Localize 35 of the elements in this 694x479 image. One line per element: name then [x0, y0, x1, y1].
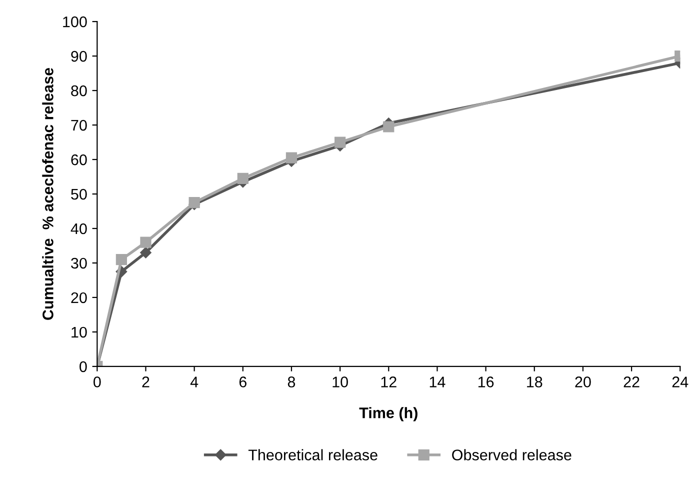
y-tick-label: 0 [80, 361, 87, 372]
x-tick-label: 10 [332, 376, 348, 388]
legend-label: Theoretical release [248, 449, 378, 460]
y-tick-label: 50 [71, 188, 87, 200]
point [334, 136, 346, 148]
point [237, 172, 248, 184]
point [286, 152, 298, 164]
x-tick-label: 14 [430, 376, 446, 388]
y-tick-label: 100 [63, 16, 87, 28]
x-tick-label: 2 [142, 376, 150, 388]
x-tick-label: 24 [672, 376, 688, 388]
y-tick-label: 90 [71, 50, 87, 62]
point [383, 121, 394, 132]
x-tick-label: 12 [381, 376, 396, 388]
y-tick-label: 10 [72, 326, 87, 338]
x-tick-label: 16 [478, 376, 494, 388]
x-tick-label: 6 [239, 376, 246, 388]
point [140, 247, 152, 258]
y-tick-label: 70 [71, 120, 87, 131]
y-tick-label: 80 [71, 85, 87, 96]
x-tick-label: 0 [94, 376, 101, 388]
y-tick-label: 20 [71, 292, 87, 304]
x-tick-label: 8 [288, 376, 296, 388]
x-tick-label: 22 [624, 376, 640, 388]
x-tick-label: 18 [527, 376, 542, 388]
x-axis-title: Time (h) [359, 407, 418, 422]
y-tick-label: 40 [70, 223, 87, 234]
x-tick-label: 20 [575, 376, 591, 388]
point [116, 254, 128, 266]
y-axis-title: Cumualtive % aceclofenac release [42, 68, 54, 320]
y-tick-label: 30 [71, 258, 87, 269]
legend-label: Observed release [452, 449, 572, 460]
x-tick-label: 4 [190, 376, 198, 388]
y-tick-label: 60 [71, 154, 87, 166]
point [140, 236, 152, 248]
